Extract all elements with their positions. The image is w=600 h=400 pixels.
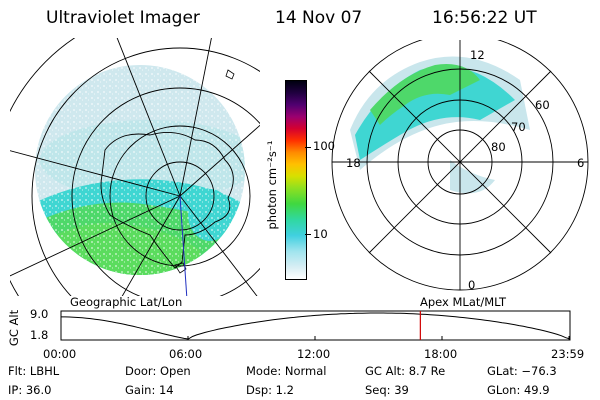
- app-title: Ultraviolet Imager: [46, 8, 200, 28]
- glat-readout: GLat: −76.3: [487, 364, 557, 378]
- mlat-label-80: 80: [491, 140, 506, 154]
- timeline-ylabel: GC Alt: [7, 309, 21, 347]
- colorbar-tick: [305, 234, 311, 235]
- mlat-label-70: 70: [511, 120, 526, 134]
- gc-alt-readout: GC Alt: 8.7 Re: [365, 364, 446, 378]
- mode-readout: Mode: Normal: [246, 364, 327, 378]
- mlt-label-18: 18: [346, 156, 361, 170]
- mlt-grid-lines: [332, 40, 588, 290]
- colorbar-tick: [305, 147, 311, 148]
- altitude-timeline: [60, 310, 571, 341]
- lon-grid-lines: [10, 38, 260, 296]
- ip-readout: IP: 36.0: [8, 383, 52, 397]
- lat-grid-circles: [10, 38, 260, 296]
- subsatellite-track: [179, 195, 188, 296]
- right-panel-caption: Apex MLat/MLT: [420, 295, 507, 309]
- colorbar-unit-label: photon cm⁻²s⁻¹: [265, 140, 279, 230]
- time-tick-1200: 12:00: [297, 347, 331, 361]
- mlt-label-6: 6: [577, 156, 585, 170]
- aurora-image-right: [350, 56, 530, 194]
- gain-readout: Gain: 14: [125, 383, 174, 397]
- time-tick-1800: 18:00: [424, 347, 458, 361]
- altitude-curve: [61, 312, 571, 340]
- filter-readout: Flt: LBHL: [8, 364, 60, 378]
- mlat-label-60: 60: [535, 98, 550, 112]
- colorbar-tick-100: 100: [313, 139, 335, 153]
- timeline-ytick-bottom: 1.8: [30, 328, 49, 342]
- time-tick-0000: 00:00: [43, 347, 77, 361]
- timeline-ytick-top: 9.0: [30, 307, 49, 321]
- left-panel-caption: Geographic Lat/Lon: [70, 295, 183, 309]
- mlat-mlt-map: [331, 40, 589, 291]
- colorbar: [285, 80, 307, 280]
- mlt-label-0: 0: [468, 278, 476, 292]
- aurora-image-left: [35, 65, 245, 275]
- dsp-readout: Dsp: 1.2: [246, 383, 294, 397]
- colorbar-tick-10: 10: [313, 227, 328, 241]
- time-tick-2359: 23:59: [551, 347, 585, 361]
- time-label: 16:56:22 UT: [432, 8, 537, 28]
- seq-readout: Seq: 39: [365, 383, 409, 397]
- geographic-map: [10, 38, 260, 296]
- continent-outline: [100, 131, 234, 269]
- date-label: 14 Nov 07: [275, 8, 363, 28]
- time-tick-0600: 06:00: [169, 347, 203, 361]
- door-readout: Door: Open: [125, 364, 191, 378]
- glon-readout: GLon: 49.9: [487, 383, 550, 397]
- mlt-label-12: 12: [470, 48, 485, 62]
